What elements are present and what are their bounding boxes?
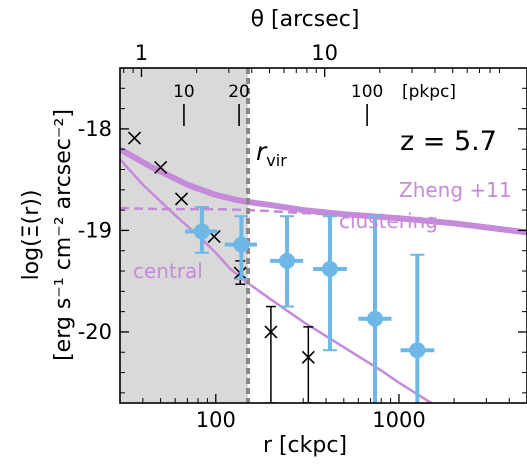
pkpc-tick-label: 20: [228, 82, 250, 102]
x-axis-label: r [ckpc]: [263, 433, 347, 458]
rvir-label-main: r: [256, 137, 268, 166]
top-tick-label: 1: [135, 41, 148, 65]
series-line-central: [120, 158, 434, 403]
rvir-label: rvir: [256, 137, 287, 170]
cross-marker: [301, 350, 315, 364]
y-tick-label: -18: [78, 117, 112, 141]
x-tick-label: 1000: [372, 408, 425, 432]
y-tick-label: -19: [78, 218, 112, 242]
top-tick-label: 10: [311, 41, 338, 65]
data-point: [367, 310, 384, 327]
redshift-label: z = 5.7: [400, 126, 497, 157]
plot-frame: [119, 67, 527, 404]
data-point: [321, 261, 338, 277]
rvir-label-sub: vir: [266, 151, 287, 170]
cross-marker: [174, 192, 189, 206]
top-axis-label: θ [arcsec]: [251, 7, 360, 32]
label-layer: r [ckpc] θ [arcsec] log(Ξ(r)) [erg s⁻¹ c…: [19, 7, 512, 458]
data-point: [279, 252, 296, 269]
cross-marker: [264, 325, 278, 339]
annotation-clustering: clustering: [339, 209, 438, 233]
data-point: [409, 342, 426, 359]
annotation-central: central: [133, 259, 203, 283]
cross-marker: [154, 160, 168, 175]
cross-marker: [127, 131, 142, 145]
tick-layer: -18 -19 -20 100 1000 1 10 10 20 100: [78, 41, 527, 432]
pkpc-unit-label: [pkpc]: [402, 82, 456, 102]
x-tick-label: 100: [196, 408, 236, 432]
y-axis-label-line2: [erg s⁻¹ cm⁻² arcsec⁻²]: [51, 109, 76, 361]
plot-data-layer: [120, 68, 527, 403]
plot-border: [119, 67, 527, 404]
data-point: [233, 236, 250, 253]
series-line-zheng: [120, 146, 527, 236]
y-tick-label: -20: [78, 320, 112, 344]
annotation-zheng: Zheng +11: [399, 178, 512, 202]
pkpc-tick-label: 10: [173, 82, 195, 102]
data-point: [193, 223, 210, 240]
pkpc-tick-label: 100: [351, 82, 383, 102]
y-axis-label-line1: log(Ξ(r)): [19, 190, 44, 281]
